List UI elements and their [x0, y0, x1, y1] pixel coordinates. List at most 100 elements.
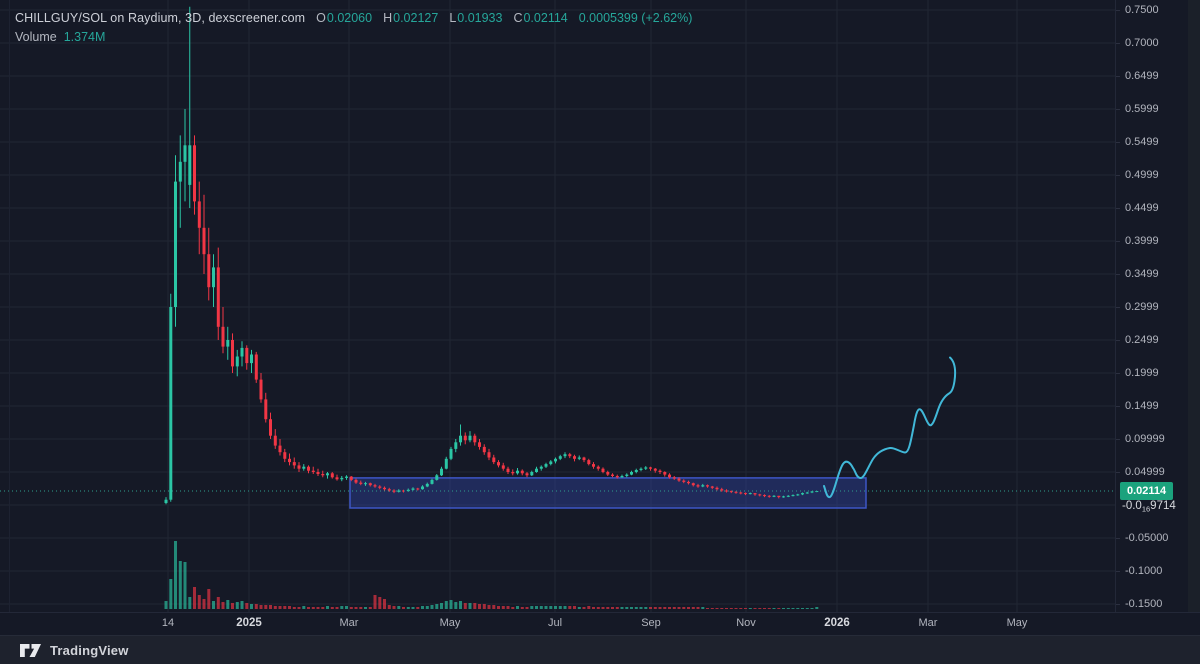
candle-body — [345, 476, 348, 478]
volume-bar — [810, 608, 814, 609]
volume-bar — [435, 604, 439, 609]
candle-body — [634, 470, 638, 472]
candle-body — [264, 399, 268, 420]
candle-body — [767, 495, 771, 497]
volume-bar — [554, 606, 557, 609]
candle-body — [302, 466, 306, 469]
volume-bar — [520, 607, 524, 609]
volume-bar — [368, 607, 372, 609]
tradingview-brand[interactable]: TradingView — [50, 642, 129, 658]
candle-body — [463, 435, 467, 441]
price-axis[interactable]: 0.7500 0.7000 0.6499 0.5999 0.5499 0.4999 0.44… — [1115, 0, 1200, 612]
volume-bar — [497, 606, 500, 609]
candle-body — [397, 490, 401, 492]
tradingview-logo-icon[interactable] — [20, 643, 42, 658]
candle-body — [288, 458, 291, 463]
volume-bar — [644, 607, 648, 609]
volume-bar — [573, 606, 576, 609]
volume-bar — [739, 608, 743, 609]
volume-bar — [758, 608, 762, 609]
volume-bar — [706, 608, 709, 609]
volume-bar — [649, 607, 652, 609]
price-change: 0.0005399 (+2.62%) — [578, 11, 693, 25]
candle-body — [615, 476, 619, 478]
time-axis[interactable]: 14 2025 Mar May Jul Sep Nov 2026 Mar May — [0, 612, 1200, 635]
volume-bar — [454, 602, 458, 609]
candle-body — [478, 442, 481, 447]
candle-body — [601, 468, 605, 472]
candle-body — [197, 201, 201, 228]
projection-curve[interactable] — [823, 356, 957, 499]
candle-body — [753, 493, 757, 495]
volume-bar — [335, 607, 339, 609]
candle-body — [430, 479, 434, 484]
volume-bar — [625, 607, 629, 609]
support-zone-rectangle[interactable] — [349, 477, 867, 509]
candle-body — [744, 493, 747, 495]
candle-body — [188, 145, 192, 185]
candle-body — [525, 473, 529, 476]
candle-body — [231, 340, 234, 367]
volume-bar — [658, 607, 662, 609]
volume-bar — [378, 597, 382, 609]
volume-bar — [772, 608, 776, 609]
candle-body — [492, 457, 496, 463]
candle-body — [254, 354, 258, 380]
volume-bar — [402, 607, 405, 609]
volume-bar — [183, 562, 187, 609]
candle-body — [763, 495, 766, 497]
candle-body — [620, 476, 624, 478]
volume-bar — [250, 604, 253, 609]
chart-canvas[interactable] — [0, 0, 1115, 612]
candle-body — [520, 470, 524, 474]
ohlc-close: C 0.02114 — [513, 11, 568, 25]
volume-bar — [720, 608, 724, 609]
candle-body — [383, 487, 386, 490]
volume-bar — [582, 607, 586, 609]
volume-bar — [672, 607, 676, 609]
price-axis-label: 0.2999 — [1125, 301, 1159, 313]
attribution-bar: TradingView — [0, 635, 1200, 664]
volume-bar — [668, 607, 671, 609]
candle-body — [568, 454, 572, 457]
candle-body — [596, 466, 600, 469]
volume-bar — [796, 608, 800, 609]
volume-bar — [725, 608, 728, 609]
candle-body — [720, 489, 724, 491]
volume-bar — [359, 607, 363, 609]
candle-body — [202, 227, 206, 255]
candle-body — [368, 483, 372, 486]
volume-bar — [449, 600, 453, 609]
candle-body — [392, 490, 396, 492]
volume-bar — [791, 608, 795, 609]
volume-bar — [297, 607, 301, 609]
candle-body — [454, 442, 458, 449]
price-axis-tick — [1116, 142, 1120, 143]
volume-bar — [440, 603, 443, 609]
volume-bar — [283, 606, 287, 609]
candle-body — [725, 490, 728, 492]
volume-bar — [767, 608, 771, 609]
candle-body — [311, 470, 315, 472]
price-axis-label: 0.2499 — [1125, 334, 1159, 346]
candle-body — [625, 474, 629, 476]
candle-body — [772, 495, 776, 497]
price-axis-label: 0.5499 — [1125, 136, 1159, 148]
volume-bar — [444, 601, 448, 609]
price-axis-label: 0.1499 — [1125, 400, 1159, 412]
symbol-title[interactable]: CHILLGUY/SOL on Raydium, 3D, dexscreener… — [15, 11, 306, 25]
candle-body — [411, 488, 415, 490]
volume-bar — [473, 603, 477, 609]
volume-label[interactable]: Volume — [15, 30, 57, 44]
candle-body — [805, 492, 809, 494]
price-axis-label: 0.04999 — [1125, 466, 1165, 478]
volume-bar — [364, 607, 367, 609]
volume-bar — [653, 607, 657, 609]
candle-body — [734, 491, 738, 493]
volume-bar — [392, 606, 396, 609]
candle-body — [658, 470, 662, 472]
price-axis-label: 0.5999 — [1125, 103, 1159, 115]
volume-bar — [782, 608, 785, 609]
candle-body — [178, 161, 182, 182]
